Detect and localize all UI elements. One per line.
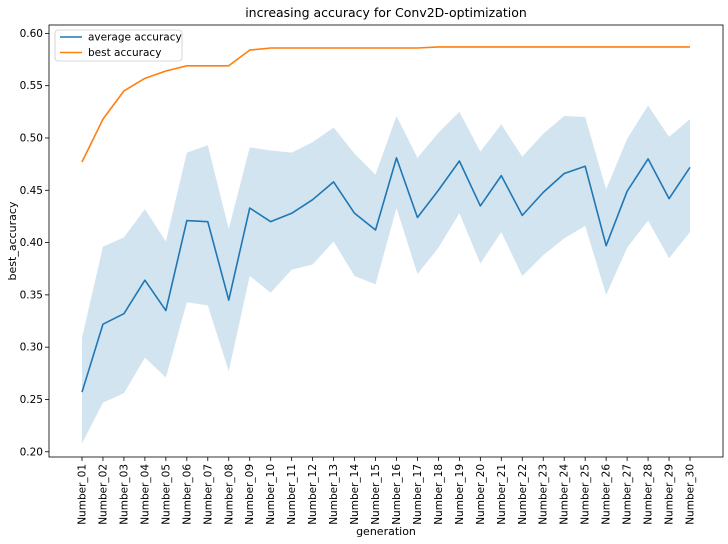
x-axis-label: generation — [356, 525, 416, 538]
x-tick-label: Number_27 — [622, 464, 634, 525]
x-tick-label: Number_22 — [517, 464, 529, 525]
y-tick-label: 0.60 — [20, 28, 43, 40]
x-tick-label: Number_10 — [265, 464, 277, 525]
x-tick-label: Number_19 — [454, 464, 466, 525]
series-line-best-accuracy — [81, 46, 690, 163]
x-tick-label: Number_28 — [643, 464, 655, 525]
x-tick-label: Number_14 — [349, 464, 361, 525]
legend-box — [54, 29, 183, 62]
x-tick-label: Number_02 — [97, 464, 109, 525]
y-axis-label: best_accuracy — [6, 201, 19, 280]
x-tick-label: Number_08 — [223, 464, 235, 525]
x-tick-label: Number_16 — [391, 464, 403, 525]
x-tick-label: Number_13 — [328, 464, 340, 525]
series-line-average-accuracy — [81, 157, 691, 393]
x-tick-label: Number_25 — [580, 464, 592, 525]
y-tick-label: 0.55 — [20, 80, 43, 92]
x-tick-label: Number_26 — [601, 464, 613, 525]
x-tick-label: Number_30 — [685, 464, 697, 525]
x-tick-label: Number_04 — [139, 464, 151, 525]
x-tick-label: Number_05 — [160, 464, 172, 525]
y-tick-label: 0.30 — [20, 342, 43, 354]
legend-label: best accuracy — [88, 47, 161, 59]
plot-frame — [48, 24, 724, 458]
y-tick-label: 0.20 — [20, 446, 43, 458]
confidence-band — [82, 105, 690, 444]
x-tick-label: Number_07 — [202, 464, 214, 525]
y-axis: 0.20 0.25 0.30 0.35 0.40 0.45 0.50 0.55 0.60 — [20, 28, 49, 458]
legend-label: average accuracy — [88, 32, 182, 44]
confidence-band-layer — [82, 105, 690, 444]
x-tick-label: Number_18 — [433, 464, 445, 525]
x-tick-label: Number_20 — [475, 464, 487, 525]
x-tick-label: Number_09 — [244, 464, 256, 525]
x-tick-label: Number_12 — [307, 464, 319, 525]
x-tick-label: Number_17 — [412, 464, 424, 525]
x-tick-label: Number_23 — [538, 464, 550, 525]
x-tick-label: Number_11 — [286, 464, 298, 525]
x-tick-label: Number_03 — [118, 464, 130, 525]
x-tick-label: Number_15 — [370, 464, 382, 525]
legend: average accuracy best accuracy — [54, 29, 183, 62]
chart-title: increasing accuracy for Conv2D-optimizat… — [245, 5, 527, 20]
x-tick-label: Number_06 — [181, 464, 193, 525]
y-tick-label: 0.45 — [20, 185, 43, 197]
y-tick-label: 0.50 — [20, 132, 43, 144]
y-tick-label: 0.35 — [20, 289, 43, 301]
x-tick-label: Number_29 — [664, 464, 676, 525]
y-tick-label: 0.25 — [20, 394, 43, 406]
x-tick-label: Number_21 — [496, 464, 508, 525]
x-axis: Number_01 Number_02 Number_03 Number_04 Numb… — [77, 457, 697, 525]
series-line-layer — [81, 46, 691, 393]
x-tick-label: Number_24 — [559, 464, 571, 525]
y-tick-label: 0.40 — [20, 237, 43, 249]
x-tick-label: Number_01 — [77, 464, 89, 525]
